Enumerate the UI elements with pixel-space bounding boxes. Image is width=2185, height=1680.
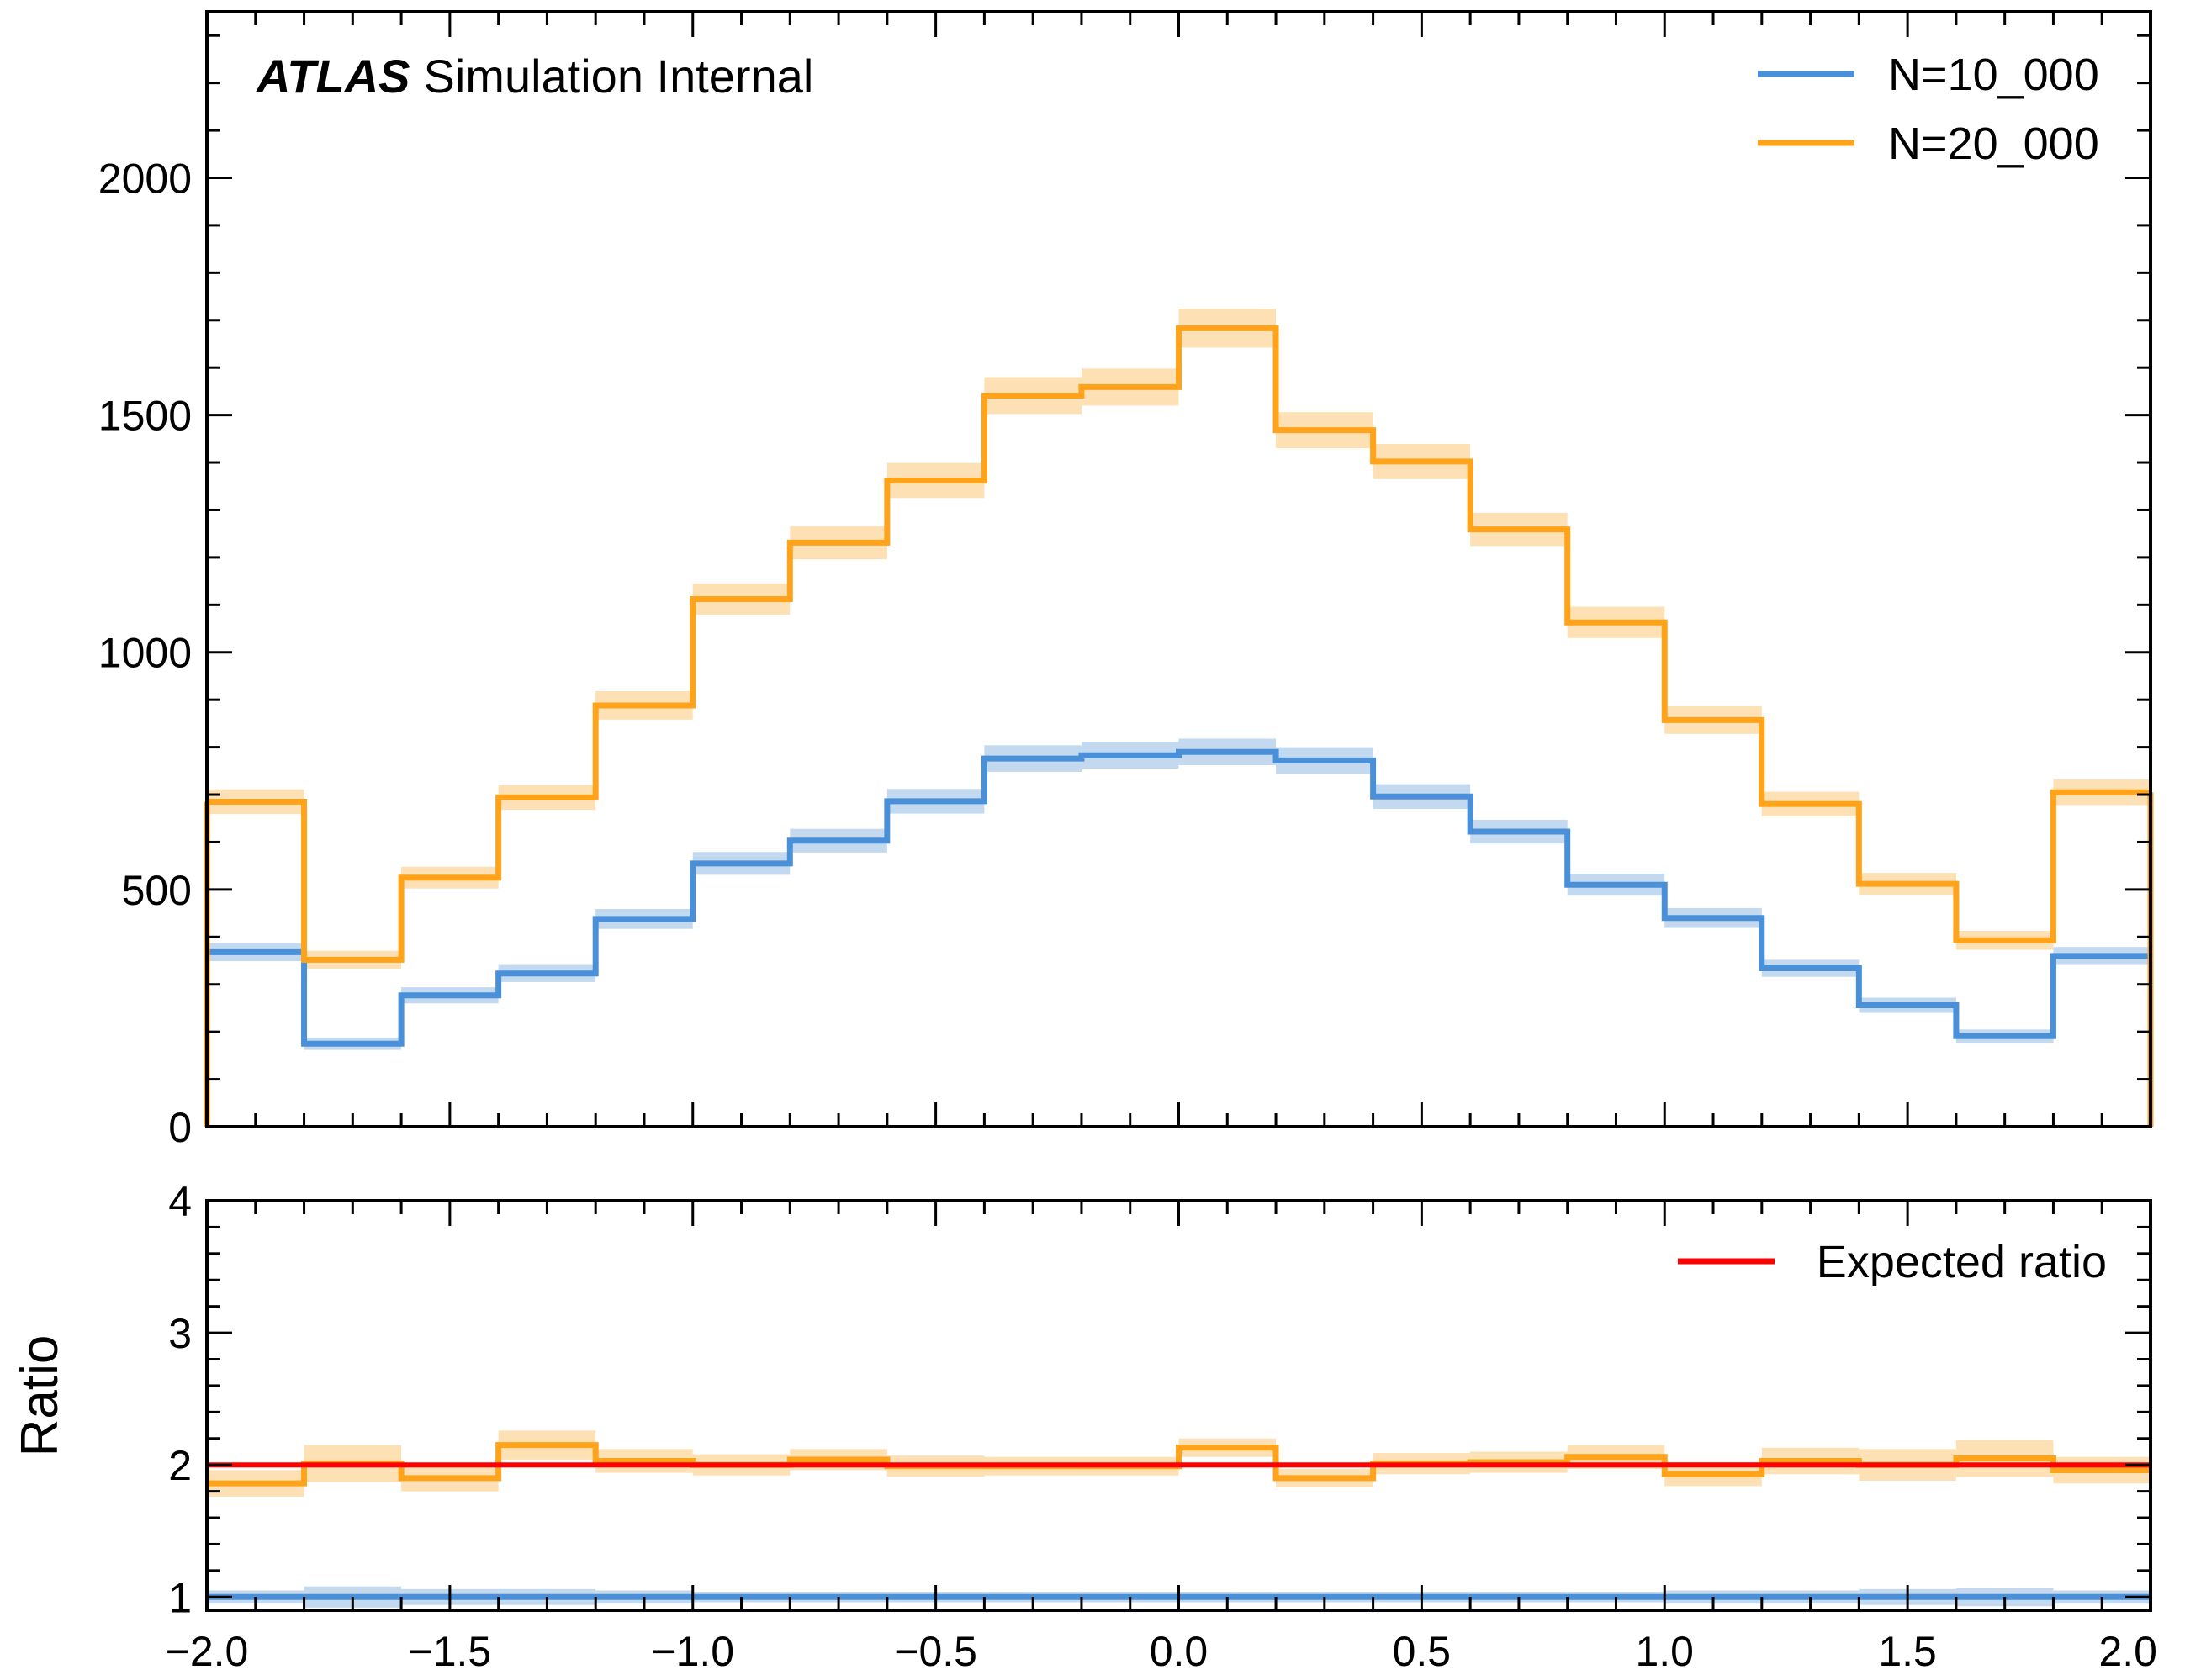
x-tick-label: 0.0: [1150, 1628, 1209, 1675]
y-tick-label: 500: [122, 867, 192, 914]
main-axis-ticks: [207, 12, 2151, 1127]
ratio-x-tick-labels: −2.0 −1.5 −1.0 −0.5 0.0 0.5 1.0 1.5 2.0: [166, 1628, 2157, 1675]
ratio-axis-ticks: [207, 1201, 2151, 1610]
y-tick-label: 1000: [98, 630, 192, 677]
ratio-plot-frame: [205, 1199, 2152, 1612]
main-y-tick-labels: 0 500 1000 1500 2000: [98, 155, 192, 1151]
ratio-y-tick-labels: 1 2 3 4: [168, 1178, 192, 1621]
y-tick-label: 2000: [98, 155, 192, 202]
x-tick-label: −2.0: [166, 1628, 249, 1675]
x-tick-label: −1.5: [409, 1628, 492, 1675]
legend-entry: N=10_000: [1888, 50, 2099, 100]
y-tick-label: 1: [168, 1574, 192, 1621]
y-tick-label: 4: [168, 1178, 192, 1225]
x-tick-label: 1.5: [1878, 1628, 1937, 1675]
y-tick-label: 0: [168, 1104, 192, 1151]
main-legend: N=10_000 N=20_000: [1758, 50, 2099, 169]
y-tick-label: 3: [168, 1310, 192, 1357]
ratio-legend: Expected ratio: [1678, 1237, 2107, 1287]
y-tick-label: 2: [168, 1442, 192, 1489]
y-tick-label: 1500: [98, 393, 192, 440]
main-panel: 0 500 1000 1500 2000 ATLAS Simulation Interna…: [98, 10, 2154, 1151]
x-tick-label: −0.5: [894, 1628, 977, 1675]
ratio-y-axis-label: Ratio: [11, 1335, 69, 1457]
x-tick-label: 2.0: [2098, 1628, 2157, 1675]
main-plot-frame: [205, 10, 2152, 1128]
legend-entry: Expected ratio: [1817, 1237, 2107, 1287]
series-step-line: [207, 325, 2151, 963]
x-tick-label: 0.5: [1393, 1628, 1452, 1675]
x-tick-label: −1.0: [651, 1628, 734, 1675]
series-step-line: [207, 748, 2151, 1047]
x-tick-label: 1.0: [1635, 1628, 1694, 1675]
atlas-label-bold: ATLAS Simulation Internal: [255, 50, 813, 103]
atlas-label: ATLAS Simulation Internal: [255, 50, 813, 103]
series-step-line: [207, 1442, 2151, 1487]
legend-entry: N=20_000: [1888, 119, 2099, 169]
ratio-panel: 1 2 3 4 −2.0 −1.5 −1.0 −0.5 0.0 0.5 1.0 1.5 2.0 Rat…: [11, 1178, 2157, 1675]
